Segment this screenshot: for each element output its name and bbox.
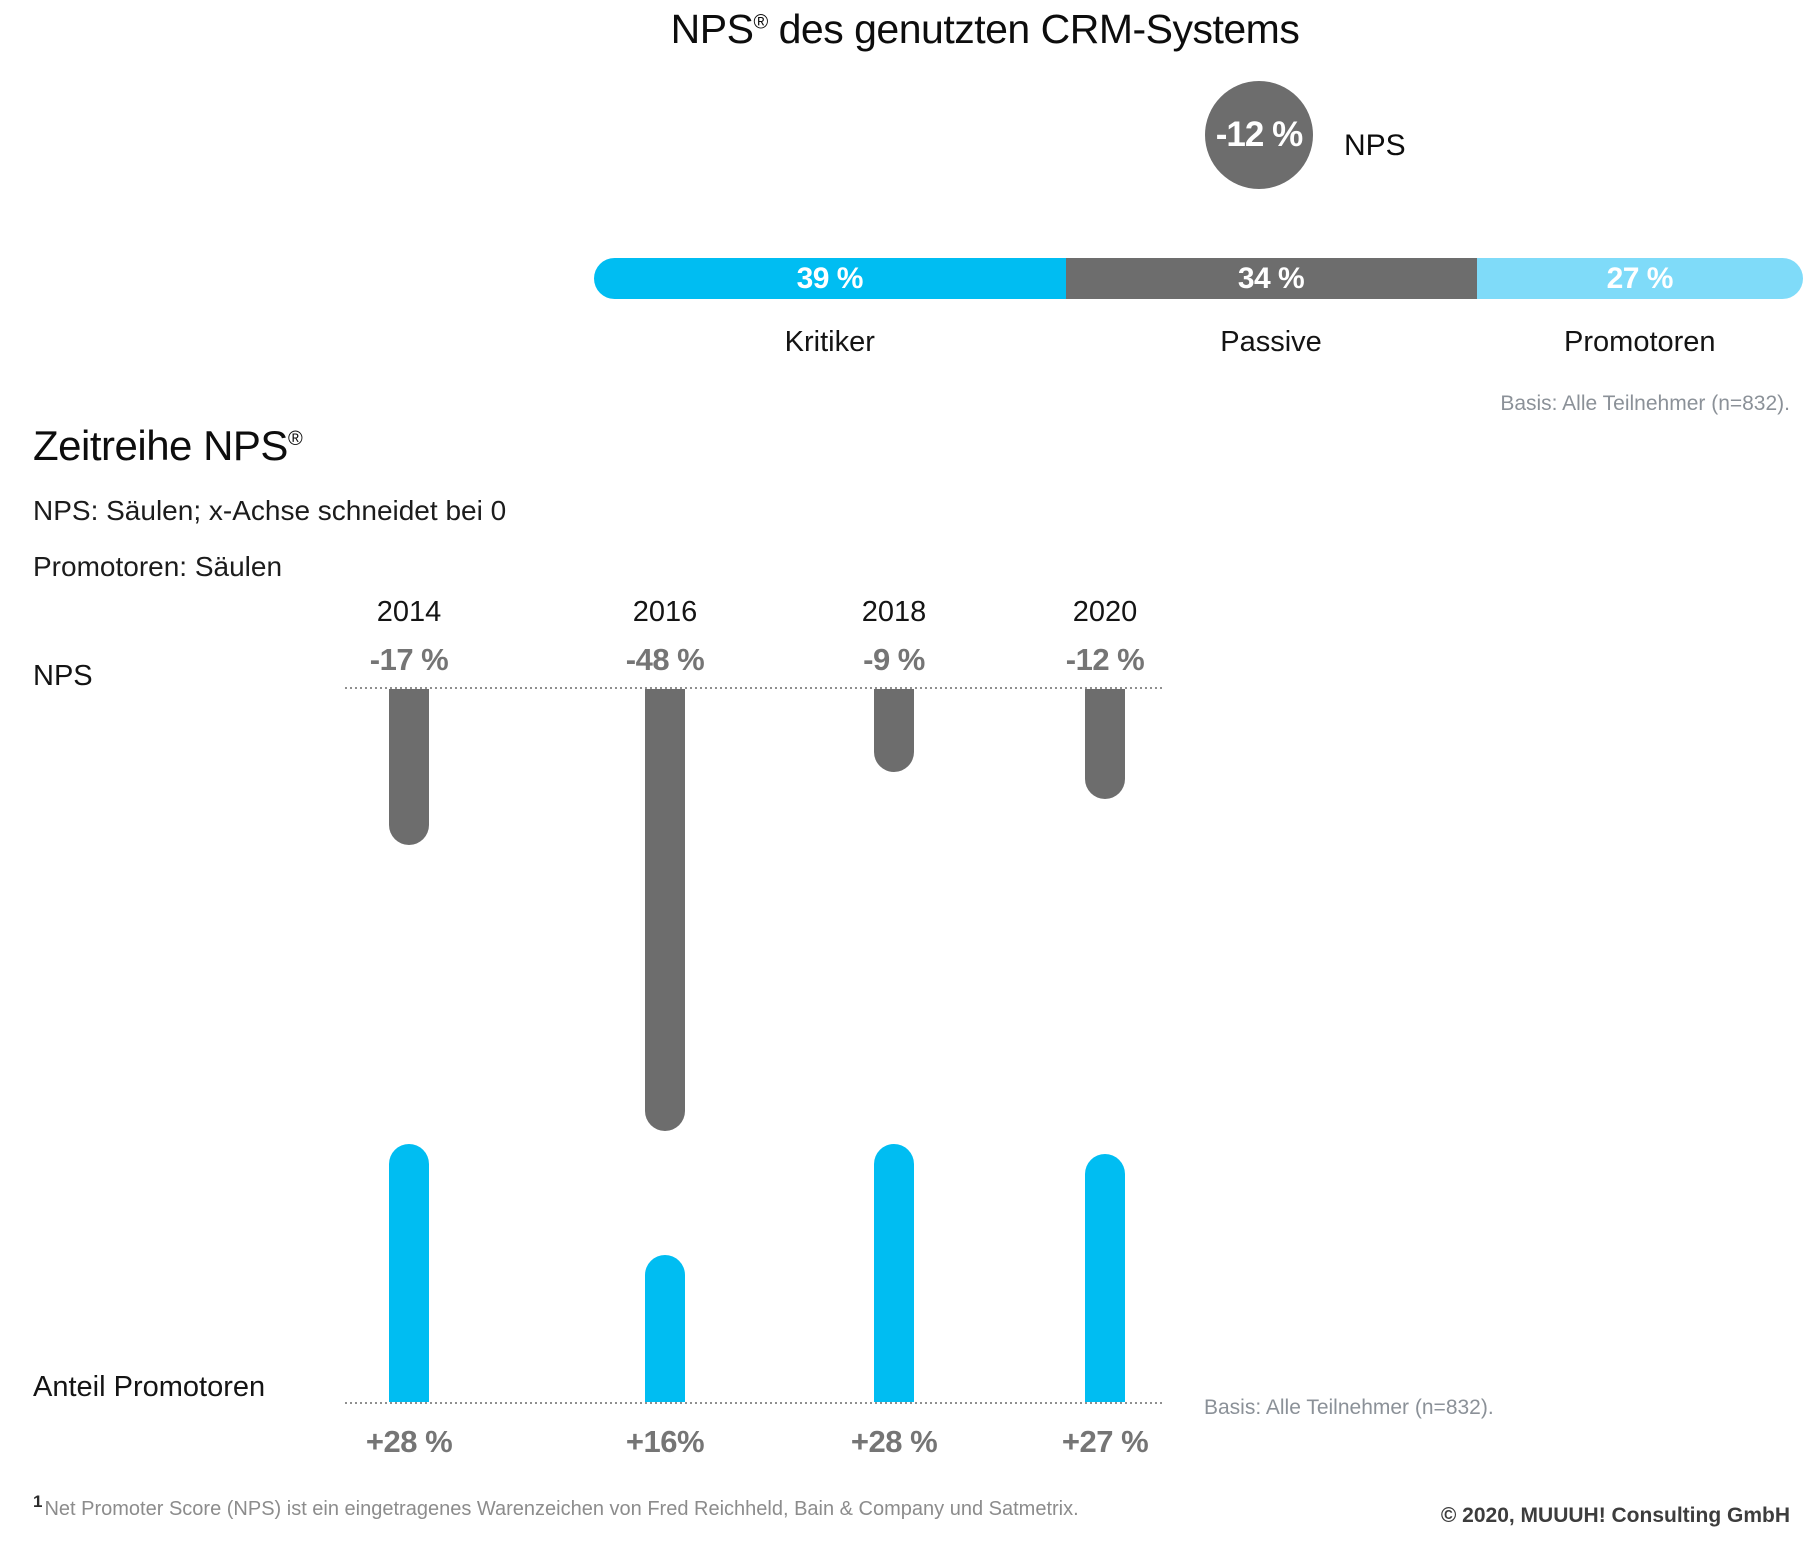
promoters-value-2014: +28 %	[365, 1424, 453, 1459]
year-label-2020: 2020	[1072, 596, 1138, 628]
copyright: © 2020, MUUUH! Consulting GmbH	[1440, 1504, 1790, 1527]
nps-value-2018: -9 %	[863, 642, 925, 677]
segment-captions: Kritiker Passive Promotoren	[594, 326, 1803, 359]
year-label-2016: 2016	[632, 596, 698, 628]
basis-note-bottom: Basis: Alle Teilnehmer (n=832).	[1204, 1396, 1494, 1419]
promoters-value-2020: +27 %	[1061, 1424, 1149, 1459]
promoters-bar-2014	[389, 1144, 429, 1402]
page-title-rest: des genutzten CRM-Systems	[767, 6, 1300, 52]
segment-passive: 34 %	[1065, 258, 1477, 299]
promoters-axis-line	[345, 1402, 1165, 1404]
segment-caption-promotoren-cell: Promotoren	[1477, 326, 1803, 359]
promoters-bar-2016	[645, 1254, 685, 1402]
page-title-main: NPS	[670, 6, 754, 52]
segment-caption-passive-cell: Passive	[1066, 326, 1477, 359]
section-heading-main: Zeitreihe NPS	[33, 422, 288, 469]
basis-note-top: Basis: Alle Teilnehmer (n=832).	[1500, 392, 1790, 415]
promoters-value-2018: +28 %	[850, 1424, 938, 1459]
segment-caption-promotoren: Promotoren	[1564, 326, 1716, 358]
segment-caption-passive: Passive	[1220, 326, 1322, 358]
nps-bar-2016	[645, 689, 685, 1131]
nps-score-value: -12 %	[1215, 115, 1303, 154]
nps-zero-axis-line	[345, 687, 1165, 689]
segment-caption-kritiker: Kritiker	[784, 326, 875, 358]
nps-value-2020: -12 %	[1065, 642, 1145, 677]
registered-trademark-icon: ®	[753, 11, 768, 34]
footnote-marker: 1	[33, 1492, 43, 1512]
section-heading: Zeitreihe NPS®	[33, 422, 303, 470]
nps-bar-2018	[874, 689, 914, 772]
nps-value-2014: -17 %	[369, 642, 449, 677]
section-subtitle-nps: NPS: Säulen; x-Achse schneidet bei 0	[33, 495, 507, 526]
segment-kritiker-value: 39 %	[796, 261, 864, 295]
nps-score-caption: NPS	[1344, 129, 1406, 162]
promoters-bar-2018	[874, 1144, 914, 1402]
year-label-2014: 2014	[376, 596, 442, 628]
promoters-value-2016: +16%	[625, 1424, 705, 1459]
nps-score-badge: -12 %	[1205, 81, 1313, 189]
nps-bar-2014	[389, 689, 429, 846]
segment-passive-value: 34 %	[1237, 261, 1305, 295]
year-label-2018: 2018	[861, 596, 927, 628]
nps-axis-label: NPS	[33, 660, 93, 692]
segment-promotoren-value: 27 %	[1606, 261, 1674, 295]
nps-distribution-bar: 39 % 34 % 27 %	[594, 258, 1803, 299]
footnote: 1 Net Promoter Score (NPS) ist ein einget…	[33, 1493, 1079, 1521]
segment-kritiker: 39 %	[594, 258, 1066, 299]
promoters-axis-label: Anteil Promotoren	[33, 1371, 266, 1403]
promoters-bar-2020	[1085, 1153, 1125, 1402]
registered-trademark-icon: ®	[287, 428, 303, 450]
nps-value-2016: -48 %	[625, 642, 705, 677]
segment-caption-kritiker-cell: Kritiker	[594, 326, 1066, 359]
section-subtitle-promotoren: Promotoren: Säulen	[33, 551, 283, 582]
segment-promotoren: 27 %	[1476, 258, 1803, 299]
footnote-text: Net Promoter Score (NPS) ist ein eingetr…	[44, 1498, 1079, 1520]
nps-bar-2020	[1085, 689, 1125, 800]
page-title: NPS® des genutzten CRM-Systems	[671, 6, 1300, 53]
